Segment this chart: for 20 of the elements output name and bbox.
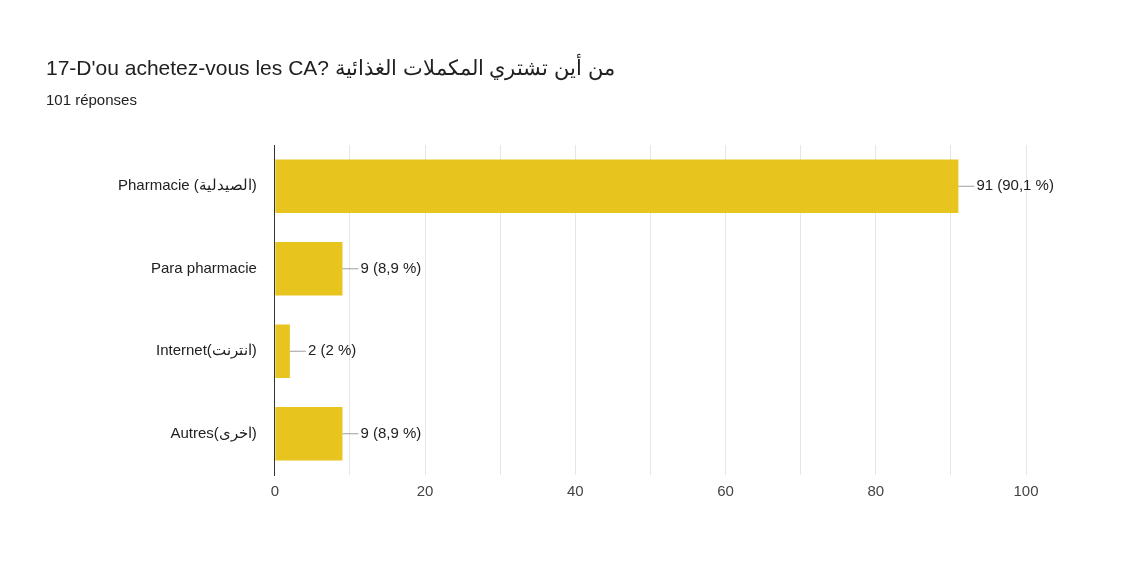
bar bbox=[275, 241, 343, 296]
x-tick-label: 20 bbox=[416, 482, 434, 500]
chart-title: 17-D'ou achetez-vous les CA? من أين تشتري المكملات الغذائية bbox=[46, 56, 616, 80]
data-label: 9 (8,9 %) bbox=[360, 258, 422, 276]
data-label: 91 (90,1 %) bbox=[976, 176, 1054, 194]
y-tick-label: Pharmacie (الصيدلية) bbox=[118, 176, 257, 194]
x-tick-label: 80 bbox=[867, 482, 885, 500]
y-tick-label: Internet(انترنت) bbox=[155, 341, 257, 360]
y-tick-label: Para pharmacie bbox=[150, 258, 257, 276]
bar bbox=[275, 324, 290, 379]
data-label: 9 (8,9 %) bbox=[360, 423, 422, 441]
text: 101 réponses bbox=[46, 91, 137, 108]
bar bbox=[275, 159, 959, 214]
x-tick-label: 60 bbox=[717, 482, 734, 500]
x-tick-label: 100 bbox=[1013, 482, 1039, 500]
y-tick-label: Autres(اخرى) bbox=[170, 423, 257, 442]
data-label: 2 (2 %) bbox=[307, 341, 357, 359]
x-tick-label: 40 bbox=[566, 482, 584, 500]
x-tick-label: 0 bbox=[270, 482, 280, 500]
bar bbox=[275, 406, 343, 461]
